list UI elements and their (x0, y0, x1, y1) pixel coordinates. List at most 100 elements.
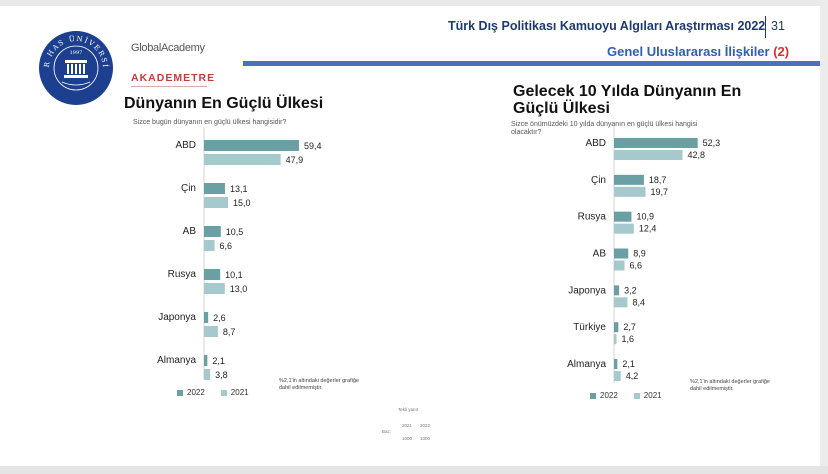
section-title-text: Genel Uluslararası İlişkiler (607, 44, 770, 59)
bar-2022 (204, 312, 209, 323)
data-label: 6,6 (630, 261, 643, 271)
category-label: Almanya (157, 355, 196, 366)
data-label: 10,5 (226, 227, 244, 237)
report-title: Türk Dış Politikası Kamuoyu Algıları Ara… (448, 19, 766, 33)
bar-2022 (204, 140, 300, 151)
category-label: Rusya (168, 269, 197, 280)
data-label: 13,0 (230, 284, 248, 294)
legend-label-2021: 2021 (643, 391, 662, 400)
bar-2021 (204, 197, 228, 208)
bar-2022 (614, 248, 629, 259)
data-label: 2,7 (623, 322, 636, 332)
sample-table-caption: Tekli yanıt (398, 407, 419, 412)
data-label: 13,1 (230, 184, 248, 194)
university-logo: KADIR HAS ÜNİVERSİTESİ 1997 (38, 30, 113, 105)
bar-2022 (614, 322, 619, 333)
data-label: 8,4 (632, 297, 645, 307)
data-label: 42,8 (687, 150, 705, 160)
right-chart-note: %2,1'in altındaki değerler grafiğe dahil… (690, 379, 770, 392)
category-label: Çin (591, 175, 606, 186)
data-label: 10,1 (225, 270, 243, 280)
header-separator (765, 16, 766, 38)
data-label: 15,0 (233, 198, 251, 208)
legend-swatch-2022 (590, 392, 596, 399)
bar-2022 (204, 226, 221, 237)
data-label: 3,8 (215, 370, 228, 380)
legend-label-2022: 2022 (600, 391, 618, 400)
bar-2021 (614, 334, 617, 345)
right-chart-subtitle: Sizce önümüzdeki 10 yılda dünyanın en gü… (511, 121, 698, 136)
bar-2021 (614, 371, 621, 381)
akademetre-underline (131, 86, 207, 87)
section-title: Genel Uluslararası İlişkiler (2) (607, 44, 789, 59)
data-label: 2,1 (622, 359, 635, 369)
category-label: Almanya (567, 359, 606, 370)
bar-2021 (614, 186, 646, 197)
data-label: 59,4 (304, 141, 322, 151)
bar-2021 (204, 240, 215, 251)
left-chart-subtitle: Sizce bugün dünyanın en güçlü ülkesi han… (133, 119, 287, 126)
sample-row-label: Baz: (382, 429, 392, 434)
data-label: 12,4 (639, 224, 657, 234)
bar-2022 (614, 138, 698, 148)
category-label: AB (593, 249, 607, 260)
legend-label-2021: 2021 (230, 388, 249, 397)
data-label: 4,2 (626, 371, 639, 381)
right-chart-title: Gelecek 10 Yılda Dünyanın En Güçlü Ülkes… (513, 83, 742, 117)
page-number: 31 (771, 19, 785, 33)
bar-2022 (204, 269, 221, 280)
bar-2021 (614, 150, 683, 160)
data-label: 8,9 (633, 249, 646, 259)
bar-2022 (204, 355, 208, 366)
bar-2022 (614, 359, 618, 369)
right-chart-legend: 2022 2021 (590, 391, 662, 400)
sample-year-2022: 2022 (420, 423, 431, 428)
category-label: Türkiye (573, 322, 606, 333)
category-label: ABD (175, 140, 196, 151)
sample-value-2021: 1000 (402, 436, 413, 441)
sample-value-2022: 1000 (420, 436, 431, 441)
legend-swatch-2022 (177, 389, 183, 396)
category-label: Japonya (158, 312, 196, 323)
bar-2021 (204, 154, 281, 165)
category-label: Çin (181, 183, 196, 194)
data-label: 2,1 (212, 356, 225, 366)
frame-top (0, 0, 828, 6)
header-rule (243, 61, 820, 66)
data-label: 10,9 (636, 212, 654, 222)
bar-2022 (614, 211, 632, 222)
frame-right (820, 0, 828, 474)
legend-label-2022: 2022 (187, 388, 205, 397)
bar-2022 (614, 174, 644, 185)
legend-swatch-2021 (633, 392, 640, 399)
category-label: AB (183, 226, 197, 237)
left-chart-legend: 2022 2021 (177, 388, 249, 397)
data-label: 52,3 (703, 138, 721, 148)
category-label: ABD (585, 138, 606, 149)
data-label: 1,6 (622, 334, 635, 344)
global-academy-logo: GlobalAcademy (131, 42, 205, 54)
category-label: Rusya (578, 212, 607, 223)
data-label: 19,7 (651, 187, 669, 197)
legend-swatch-2021 (220, 389, 227, 396)
bar-2021 (614, 223, 634, 234)
data-label: 18,7 (649, 175, 667, 185)
section-number: (2) (773, 44, 790, 59)
frame-bottom (0, 466, 828, 474)
category-label: Japonya (568, 285, 606, 296)
university-year: 1997 (70, 50, 83, 56)
data-label: 2,6 (213, 313, 226, 323)
bar-2021 (204, 326, 218, 337)
bar-2021 (204, 283, 225, 294)
bar-2021 (614, 297, 628, 308)
data-label: 6,6 (220, 241, 233, 251)
bar-2021 (204, 369, 211, 380)
sample-year-2021: 2021 (402, 423, 413, 428)
bar-2021 (614, 260, 625, 271)
bar-2022 (204, 183, 225, 194)
data-label: 47,9 (286, 155, 304, 165)
left-chart-title: Dünyanın En Güçlü Ülkesi (124, 95, 324, 112)
left-chart-note: %2,1'in altındaki değerler grafiğe dahil… (279, 378, 359, 391)
